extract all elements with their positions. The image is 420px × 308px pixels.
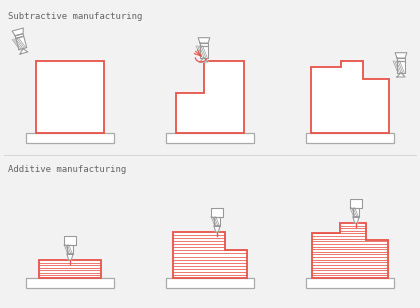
Polygon shape (214, 226, 220, 232)
Polygon shape (353, 208, 359, 217)
FancyBboxPatch shape (166, 278, 254, 288)
Polygon shape (350, 199, 362, 208)
Polygon shape (64, 236, 76, 245)
Polygon shape (311, 61, 389, 133)
FancyBboxPatch shape (26, 133, 114, 143)
Polygon shape (200, 58, 208, 62)
FancyBboxPatch shape (306, 133, 394, 143)
Polygon shape (173, 232, 247, 278)
Text: Subtractive manufacturing: Subtractive manufacturing (8, 12, 142, 21)
FancyBboxPatch shape (306, 278, 394, 288)
FancyBboxPatch shape (26, 278, 114, 288)
Polygon shape (312, 223, 388, 278)
Polygon shape (397, 58, 405, 61)
Polygon shape (16, 36, 27, 50)
Polygon shape (20, 49, 28, 54)
Polygon shape (176, 61, 244, 133)
Polygon shape (395, 53, 407, 58)
Polygon shape (67, 245, 73, 254)
Polygon shape (198, 38, 210, 43)
Polygon shape (397, 72, 405, 77)
Polygon shape (214, 217, 220, 226)
Polygon shape (15, 34, 24, 38)
Text: Additive manufacturing: Additive manufacturing (8, 165, 126, 174)
Polygon shape (397, 61, 405, 72)
Polygon shape (200, 46, 208, 58)
Polygon shape (12, 28, 24, 36)
Polygon shape (353, 217, 359, 223)
Polygon shape (200, 43, 208, 46)
FancyBboxPatch shape (166, 133, 254, 143)
Polygon shape (211, 208, 223, 217)
Polygon shape (39, 260, 101, 278)
Polygon shape (67, 254, 73, 260)
Polygon shape (36, 61, 104, 133)
